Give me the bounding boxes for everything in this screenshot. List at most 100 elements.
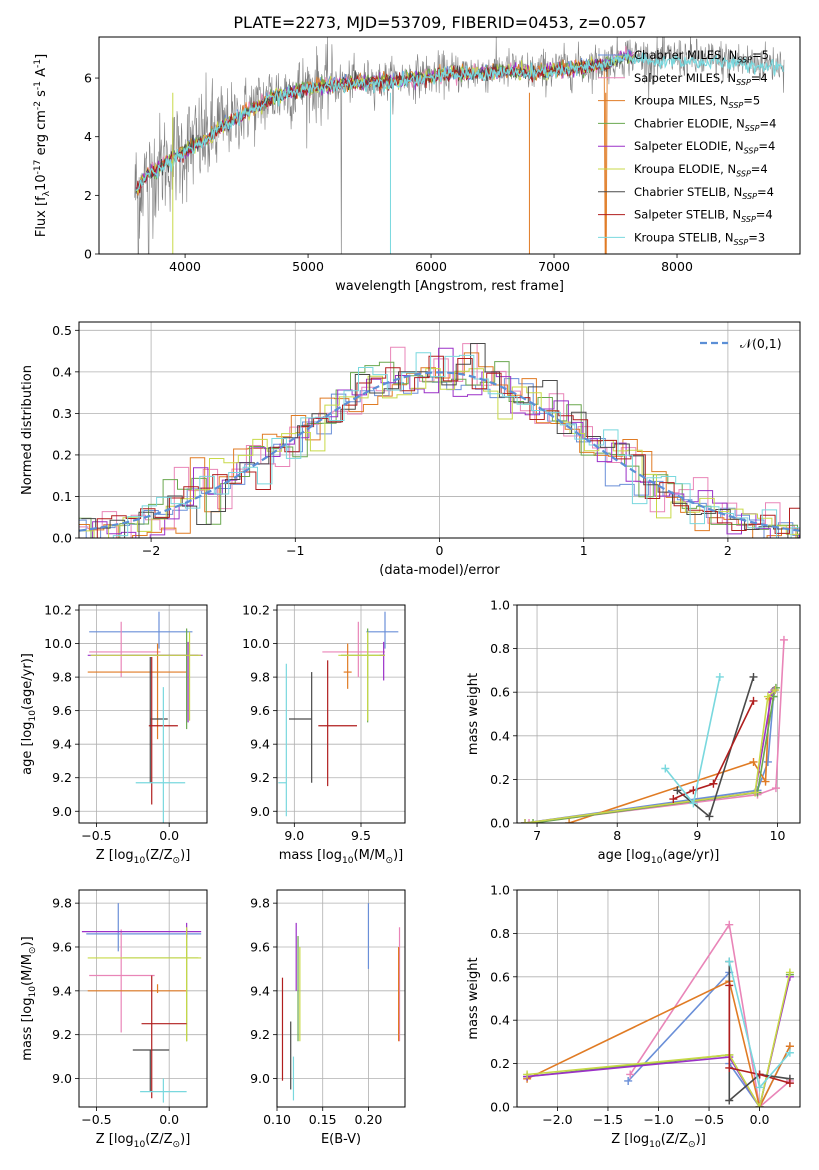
weight-marker bbox=[751, 788, 760, 797]
x-tick-label: −2.0 bbox=[542, 1112, 572, 1127]
x-tick-label: −1.0 bbox=[643, 1112, 673, 1127]
axes-frame bbox=[276, 889, 406, 1108]
x-tick-label: 8000 bbox=[661, 259, 693, 274]
y-tick-label: 9.4 bbox=[52, 737, 72, 752]
x-axis-label: age [log10(age/yr)] bbox=[598, 848, 720, 866]
x-tick-label: 7000 bbox=[538, 259, 570, 274]
weight-marker bbox=[626, 1070, 635, 1079]
y-tick-label: 0.0 bbox=[52, 531, 72, 546]
weight-marker bbox=[785, 1048, 794, 1057]
x-tick-label: −0.5 bbox=[81, 1112, 111, 1127]
y-tick-label: 9.8 bbox=[250, 670, 270, 685]
legend-label: Kroupa MILES, NSSP=5 bbox=[634, 94, 760, 110]
x-axis-label: wavelength [Angstrom, rest frame] bbox=[335, 279, 564, 294]
weight-vs-age-plot-area bbox=[521, 635, 788, 823]
normal-reference-curve bbox=[79, 371, 800, 532]
histogram-legend: 𝒩(0,1) bbox=[700, 336, 782, 351]
y-tick-label: 0.2 bbox=[52, 447, 72, 462]
y-tick-label: 2 bbox=[84, 188, 92, 203]
weight-marker bbox=[705, 812, 714, 821]
x-axis-label: Z [log10(Z/Z⊙)] bbox=[611, 1132, 706, 1150]
axes-frame bbox=[516, 889, 801, 1108]
histogram-series-8 bbox=[82, 355, 800, 538]
model-spectrum-9 bbox=[135, 50, 784, 191]
weight-marker bbox=[673, 786, 682, 795]
axes-frame bbox=[516, 604, 801, 824]
weight-marker bbox=[725, 920, 734, 929]
weight-marker bbox=[525, 819, 534, 823]
axes-frame bbox=[78, 321, 801, 539]
x-tick-label: 0.0 bbox=[159, 828, 179, 843]
weight-marker bbox=[715, 672, 724, 681]
weight-marker bbox=[771, 686, 780, 695]
x-axis-label: E(B-V) bbox=[321, 1132, 361, 1147]
weight-series-1 bbox=[524, 696, 775, 823]
y-axis-label: Normed distribution bbox=[20, 365, 35, 495]
y-tick-label: 9.4 bbox=[250, 737, 270, 752]
legend-label: Chabrier MILES, NSSP=5 bbox=[634, 48, 769, 64]
x-tick-label: 1 bbox=[580, 543, 588, 558]
y-tick-label: 9.2 bbox=[52, 770, 72, 785]
weight-marker bbox=[749, 696, 758, 705]
axes-frame bbox=[78, 889, 208, 1108]
weight-marker bbox=[779, 635, 788, 644]
x-tick-label: 0.15 bbox=[309, 1112, 337, 1127]
spectrum-plot-area bbox=[134, 37, 785, 254]
y-tick-label: 9.4 bbox=[52, 983, 72, 998]
x-tick-label: 10 bbox=[770, 828, 786, 843]
legend-label: Kroupa ELODIE, NSSP=4 bbox=[634, 162, 768, 178]
y-tick-label: 0.1 bbox=[52, 489, 72, 504]
x-tick-label: 0 bbox=[436, 543, 444, 558]
y-tick-label: 9.6 bbox=[52, 939, 72, 954]
weight-marker bbox=[529, 819, 538, 823]
weight-series-3 bbox=[568, 698, 771, 823]
weight-marker bbox=[761, 777, 770, 786]
mass-vs-EBV-plot-area bbox=[281, 903, 401, 1101]
y-tick-label: 0.0 bbox=[490, 1100, 510, 1115]
x-tick-label: 9.5 bbox=[351, 828, 371, 843]
y-tick-label: 6 bbox=[84, 71, 92, 86]
age-vs-Z-panel: −0.5 0.0 9.0 9.2 9.4 9.6 9.8 10.0 10.2 Z [log10(Z… bbox=[20, 603, 208, 866]
weight-marker bbox=[755, 1083, 764, 1092]
y-tick-label: 9.4 bbox=[250, 983, 270, 998]
weight-marker bbox=[565, 819, 574, 823]
weight-marker bbox=[763, 757, 772, 766]
x-tick-label: 0.10 bbox=[263, 1112, 291, 1127]
weight-marker bbox=[749, 757, 758, 766]
weight-series-8 bbox=[728, 985, 791, 1084]
y-axis-label: mass weight bbox=[466, 673, 481, 755]
x-tick-label: −0.5 bbox=[694, 1112, 724, 1127]
histogram-series-7 bbox=[81, 343, 800, 538]
weight-marker bbox=[689, 799, 698, 808]
y-tick-label: 9.8 bbox=[52, 670, 72, 685]
weight-vs-Z-panel: −2.0 −1.5 −1.0 −0.5 0.0 0.0 0.2 0.4 0.6 0.8 1.0 Z [… bbox=[466, 883, 801, 1150]
residual-histogram-panel: −2 −1 0 1 2 0.0 0.1 0.2 0.3 0.4 0.5 (data-model)/er… bbox=[20, 321, 801, 578]
weight-marker bbox=[661, 764, 670, 773]
y-tick-label: 0 bbox=[84, 247, 92, 262]
x-tick-label: −2 bbox=[142, 543, 160, 558]
weight-marker bbox=[749, 672, 758, 681]
weight-series-6 bbox=[527, 972, 791, 1107]
x-tick-label: 0.0 bbox=[750, 1112, 770, 1127]
y-tick-label: 10.2 bbox=[242, 603, 270, 618]
x-tick-label: −1.5 bbox=[593, 1112, 623, 1127]
y-tick-label: 9.6 bbox=[52, 703, 72, 718]
y-tick-label: 9.0 bbox=[250, 804, 270, 819]
weight-marker bbox=[725, 1063, 734, 1072]
y-axis-label: age [log10(age/yr)] bbox=[20, 653, 38, 775]
histogram-series-3 bbox=[79, 352, 800, 538]
y-tick-label: 0.6 bbox=[490, 685, 510, 700]
y-tick-label: 9.0 bbox=[250, 1071, 270, 1086]
x-tick-label: 7 bbox=[533, 828, 541, 843]
weight-marker bbox=[725, 1096, 734, 1105]
weight-marker bbox=[763, 692, 772, 701]
mass-vs-Z-panel: −0.5 0.0 9.0 9.2 9.4 9.6 9.8 Z [log10(Z/Z⊙)] mas… bbox=[20, 889, 208, 1150]
y-axis-label: Flux [fλ10-17 erg cm-2 s-1 A-1] bbox=[33, 54, 52, 237]
x-tick-label: 2 bbox=[724, 543, 732, 558]
histogram-series-4 bbox=[79, 361, 800, 538]
weight-marker bbox=[709, 779, 718, 788]
y-tick-label: 9.2 bbox=[52, 1027, 72, 1042]
y-tick-label: 0.0 bbox=[490, 816, 510, 831]
y-tick-label: 0.2 bbox=[490, 1056, 510, 1071]
weight-vs-Z-plot-area bbox=[523, 920, 794, 1107]
